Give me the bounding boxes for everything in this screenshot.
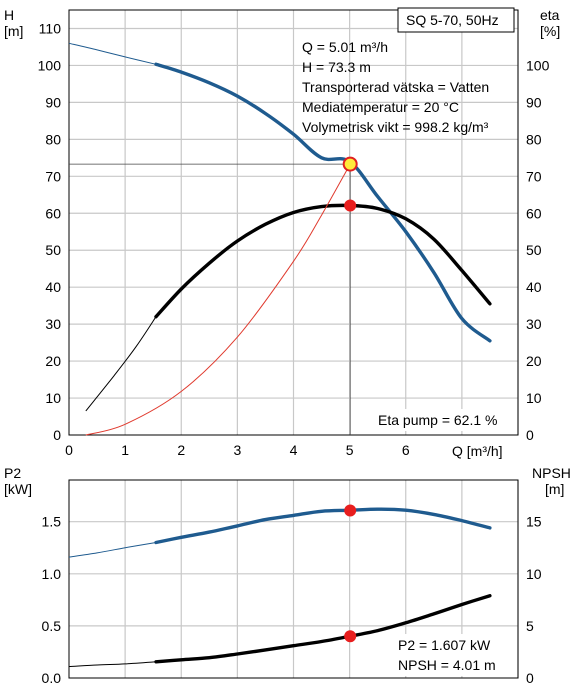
x-tick-label: 4 [290, 442, 298, 458]
right-y-tick-label: 70 [526, 168, 542, 184]
info-line-head: H = 73.3 m [302, 59, 371, 75]
chart-title-box [397, 7, 515, 33]
left-y-tick-label: 40 [45, 279, 61, 295]
left-y-tick-label: 60 [45, 205, 61, 221]
top-tick-labels: 0 1 2 3 4 5 6010203040506070809010011001020304… [38, 20, 550, 458]
right-y-tick-label: 10 [526, 566, 542, 582]
right-y-tick-label: 80 [526, 131, 542, 147]
top-info-box: Q = 5.01 m³/h H = 73.3 m Transporterad v… [302, 39, 489, 135]
eta-annotation: Eta pump = 62.1 % [378, 412, 497, 428]
right-y-tick-label: 30 [526, 316, 542, 332]
left-y-tick-label: 0 [53, 427, 61, 443]
x-tick-label: 2 [177, 442, 185, 458]
top-right-axis-name: eta [540, 7, 560, 23]
chart-title: SQ 5-70, 50Hz [406, 12, 499, 28]
system-curve-extension [85, 163, 351, 436]
left-y-tick-label: 10 [45, 390, 61, 406]
eta-annotation-bg [370, 409, 503, 431]
left-y-tick-label: 30 [45, 316, 61, 332]
bottom-curves [68, 504, 492, 667]
x-tick-label: 3 [233, 442, 241, 458]
x-tick-label: 6 [402, 442, 410, 458]
bottom-right-axis-unit: [m] [545, 481, 564, 497]
p2-point-marker [344, 504, 357, 517]
right-y-tick-label: 0 [526, 427, 534, 443]
NPSH-curve-extension [68, 661, 157, 667]
x-tick-label: 1 [121, 442, 129, 458]
top-right-axis-unit: [%] [540, 23, 560, 39]
top-gridlines [69, 10, 519, 435]
left-y-tick-label: 110 [39, 20, 62, 36]
left-y-tick-label: 0.5 [42, 618, 62, 634]
info-line-density: Volymetrisk vikt = 998.2 kg/m³ [302, 119, 489, 135]
bottom-left-axis-name: P2 [4, 465, 21, 481]
bottom-info-bg [392, 634, 512, 676]
bottom-plot-frame [68, 479, 519, 679]
left-y-tick-label: 70 [45, 168, 61, 184]
H-curve [154, 62, 492, 343]
top-left-axis-unit: [m] [4, 23, 23, 39]
left-y-tick-label: 80 [45, 131, 61, 147]
right-y-tick-label: 40 [526, 279, 542, 295]
NPSH-curve [154, 594, 492, 664]
x-axis-label: Q [m³/h] [452, 443, 503, 459]
top-left-axis-name: H [4, 7, 14, 23]
bottom-left-axis-unit: [kW] [4, 481, 32, 497]
right-y-tick-label: 20 [526, 353, 542, 369]
P2-curve-extension [68, 542, 157, 558]
bottom-right-axis-name: NPSH [532, 465, 571, 481]
duty-point-marker [342, 156, 358, 172]
eta-curve-extension [85, 316, 157, 412]
left-y-tick-label: 0.0 [42, 670, 62, 686]
info-line-p2: P2 = 1.607 kW [398, 637, 491, 653]
npsh-point-marker [344, 630, 357, 643]
left-y-tick-label: 1.5 [42, 514, 62, 530]
right-y-tick-label: 60 [526, 205, 542, 221]
right-y-tick-label: 100 [526, 57, 550, 73]
left-y-tick-label: 100 [38, 57, 62, 73]
right-y-tick-label: 10 [526, 390, 542, 406]
H-curve-extension [68, 42, 157, 65]
P2-curve [154, 507, 492, 545]
bottom-tick-labels: 0.0 0.5 1.0 1.5 0 5 10 15 [42, 514, 542, 686]
top-plot-frame [68, 9, 519, 436]
top-panel: H [m] eta [%] SQ 5-70, 50Hz Q = 5.01 m³/… [4, 7, 560, 459]
info-line-liquid: Transporterad vätska = Vatten [302, 79, 489, 95]
left-y-tick-label: 50 [45, 242, 61, 258]
efficiency-point-marker [344, 199, 357, 212]
bottom-panel: P2 [kW] NPSH [m] P2 = 1.607 kW NPSH = 4.… [4, 465, 571, 686]
left-y-tick-label: 20 [45, 353, 61, 369]
x-tick-label: 5 [346, 442, 354, 458]
eta-curve [154, 203, 492, 319]
info-line-npsh: NPSH = 4.01 m [398, 657, 496, 673]
right-y-tick-label: 90 [526, 94, 542, 110]
right-y-tick-label: 0 [526, 670, 534, 686]
top-curves [68, 42, 492, 436]
x-tick-label: 0 [65, 442, 73, 458]
info-line-flow: Q = 5.01 m³/h [302, 39, 388, 55]
right-y-tick-label: 5 [526, 618, 534, 634]
right-y-tick-label: 15 [526, 514, 542, 530]
right-y-tick-label: 50 [526, 242, 542, 258]
left-y-tick-label: 90 [45, 94, 61, 110]
info-line-temperature: Mediatemperatur = 20 °C [302, 99, 459, 115]
left-y-tick-label: 1.0 [42, 566, 62, 582]
